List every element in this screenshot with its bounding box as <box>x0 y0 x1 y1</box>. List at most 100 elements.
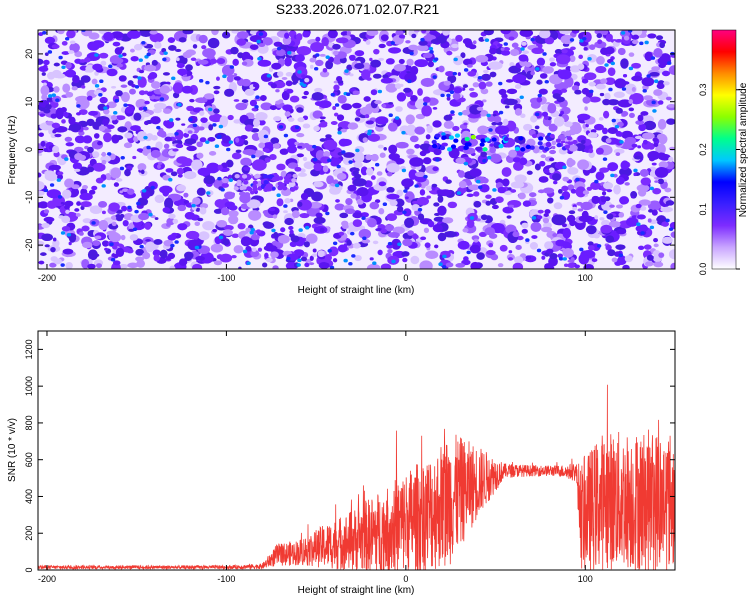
heatmap-blob <box>512 157 522 163</box>
heatmap-blob <box>287 162 299 169</box>
heatmap-blob <box>83 57 91 63</box>
heatmap-blob <box>587 241 594 247</box>
heatmap-blob <box>111 86 117 89</box>
heatmap-blob <box>620 58 629 69</box>
heatmap-blob <box>469 91 479 98</box>
heatmap-blob <box>387 241 393 246</box>
heatmap-blob <box>43 202 47 207</box>
heatmap-blob <box>655 35 664 41</box>
heatmap-blob <box>290 235 300 243</box>
heatmap-blob <box>68 233 77 243</box>
heatmap-blob <box>367 129 372 134</box>
heatmap-blob <box>310 41 325 53</box>
heatmap-blob <box>603 182 614 190</box>
heatmap-blob <box>332 258 338 263</box>
heatmap-blob <box>422 157 432 165</box>
heatmap-blob <box>363 96 371 102</box>
heatmap-blob <box>62 83 71 93</box>
heatmap-y-axis-label: Frequency (Hz) <box>7 116 18 185</box>
heatmap-blob <box>360 212 369 218</box>
heatmap-blob <box>652 137 659 142</box>
heatmap-blob <box>610 173 615 178</box>
heatmap-blob <box>657 178 665 185</box>
heatmap-blob <box>588 81 596 87</box>
heatmap-blob <box>663 81 670 86</box>
heatmap-blob <box>395 83 402 89</box>
heatmap-blob <box>418 40 428 46</box>
heatmap-blob <box>256 39 261 44</box>
heatmap-blob <box>198 231 210 241</box>
heatmap-blob <box>531 47 544 55</box>
heatmap-blob <box>141 40 146 45</box>
heatmap-blob <box>657 118 667 130</box>
heatmap-blob <box>334 203 345 211</box>
heatmap-blob <box>607 127 619 135</box>
heatmap-blob <box>432 223 443 233</box>
heatmap-blob <box>76 104 81 108</box>
heatmap-blob <box>333 84 340 91</box>
heatmap-blob <box>284 32 290 39</box>
heatmap-blob <box>396 205 404 213</box>
heatmap-blob <box>144 100 150 105</box>
heatmap-blob <box>531 235 538 239</box>
heatmap-blob <box>43 216 55 223</box>
heatmap-blob <box>466 250 471 255</box>
heatmap-blob <box>446 93 451 98</box>
heatmap-feature-point <box>463 145 469 150</box>
heatmap-blob <box>670 262 675 269</box>
heatmap-blob <box>182 30 194 35</box>
heatmap-blob <box>374 100 382 105</box>
heatmap-blob <box>594 215 599 220</box>
heatmap-blob <box>349 73 354 77</box>
heatmap-blob <box>467 71 477 77</box>
heatmap-blob <box>251 159 267 171</box>
heatmap-blob <box>150 185 155 190</box>
heatmap-blob <box>336 114 345 121</box>
heatmap-blob <box>208 151 217 156</box>
heatmap-blob <box>258 43 266 48</box>
heatmap-blob <box>289 229 294 235</box>
heatmap-blob <box>635 203 642 209</box>
heatmap-blob <box>372 73 382 79</box>
heatmap-blob <box>143 135 148 140</box>
heatmap-blob <box>129 88 136 95</box>
heatmap-blob <box>415 113 426 120</box>
heatmap-blob <box>305 233 318 244</box>
heatmap-blob <box>542 217 550 224</box>
heatmap-blob <box>81 225 90 232</box>
heatmap-blob <box>107 152 112 156</box>
heatmap-blob <box>137 76 142 80</box>
heatmap-blob <box>549 57 555 62</box>
heatmap-blob <box>362 137 368 143</box>
heatmap-blob <box>666 61 672 65</box>
heatmap-blob <box>653 261 664 268</box>
y-tick-label: 800 <box>24 415 34 430</box>
heatmap-blob <box>208 107 213 112</box>
heatmap-blob <box>144 222 152 230</box>
heatmap-blob <box>619 167 632 177</box>
heatmap-blob <box>395 141 409 149</box>
heatmap-blob <box>130 48 135 53</box>
heatmap-blob <box>618 211 625 218</box>
heatmap-blob <box>276 48 286 57</box>
heatmap-feature-point <box>480 138 486 143</box>
heatmap-blob <box>319 70 330 78</box>
heatmap-blob <box>395 106 403 112</box>
heatmap-blob <box>405 114 415 125</box>
heatmap-blob <box>297 172 308 177</box>
heatmap-blob <box>402 208 412 217</box>
heatmap-blob <box>57 171 64 176</box>
heatmap-blob <box>343 152 355 158</box>
heatmap-blob <box>480 151 488 158</box>
heatmap-blob <box>218 124 224 129</box>
heatmap-blob <box>43 147 48 152</box>
heatmap-blob <box>347 122 359 130</box>
heatmap-blob <box>484 38 490 42</box>
heatmap-blob <box>325 134 332 139</box>
heatmap-blob <box>599 167 610 173</box>
heatmap-blob <box>476 252 485 260</box>
heatmap-blob <box>512 74 526 84</box>
heatmap-blob <box>302 123 311 129</box>
heatmap-blob <box>182 51 193 59</box>
